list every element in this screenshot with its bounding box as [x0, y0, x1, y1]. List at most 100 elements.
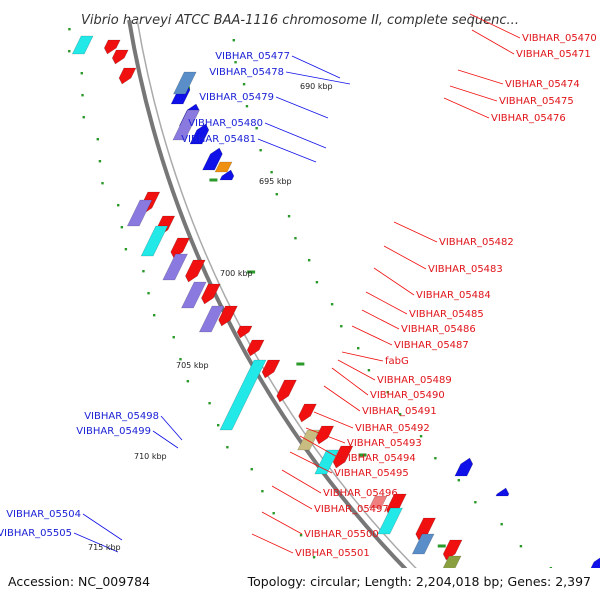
forward-cds-arrow[interactable]: [199, 283, 221, 305]
forward-cds-arrow[interactable]: [109, 49, 129, 65]
gene-label[interactable]: VIBHAR_05498: [84, 411, 159, 422]
feature-box[interactable]: [368, 495, 388, 509]
gene-label[interactable]: VIBHAR_05474: [505, 79, 580, 90]
gc-mark: [367, 369, 371, 372]
gene-label[interactable]: VIBHAR_05492: [355, 423, 430, 434]
reverse-feature-box[interactable]: [172, 109, 200, 141]
gene-label[interactable]: VIBHAR_05487: [394, 340, 469, 351]
forward-cds-arrow[interactable]: [216, 305, 238, 327]
gene-label[interactable]: VIBHAR_05500: [304, 529, 379, 540]
leader-line: [299, 435, 340, 459]
forward-cds-arrow[interactable]: [116, 67, 137, 85]
gc-mark: [386, 391, 389, 394]
gene-label[interactable]: fabG: [385, 356, 409, 367]
gene-label[interactable]: VIBHAR_05480: [188, 118, 263, 129]
feature-box[interactable]: [377, 507, 403, 535]
gene-label[interactable]: VIBHAR_05494: [341, 453, 416, 464]
tick-label: 700 kbp: [220, 269, 253, 278]
gc-mark: [124, 248, 128, 251]
leader-line: [285, 71, 351, 85]
feature-box[interactable]: [411, 533, 435, 555]
gene-label[interactable]: VIBHAR_05477: [215, 51, 290, 62]
reverse-cds-arrow[interactable]: [189, 123, 212, 145]
gene-label[interactable]: VIBHAR_05470: [522, 33, 597, 44]
gene-label[interactable]: VIBHAR_05489: [377, 375, 452, 386]
tick-mark: [358, 453, 367, 457]
gc-mark: [82, 116, 85, 119]
gene-label[interactable]: VIBHAR_05485: [409, 309, 484, 320]
gc-mark: [68, 50, 71, 53]
tick-label: 695 kbp: [259, 177, 292, 186]
forward-cds-arrow[interactable]: [234, 325, 253, 339]
gene-label[interactable]: VIBHAR_05490: [370, 390, 445, 401]
reverse-strand-gene-labels: VIBHAR_05477 VIBHAR_05478 VIBHAR_05479 V…: [0, 51, 290, 539]
gene-label[interactable]: VIBHAR_05483: [428, 264, 503, 275]
footer-band: [0, 568, 600, 600]
gc-mark: [272, 512, 275, 515]
gene-label[interactable]: VIBHAR_05495: [334, 468, 409, 479]
gene-label[interactable]: VIBHAR_05497: [314, 504, 389, 515]
gc-mark: [255, 127, 258, 130]
reverse-cds-arrow[interactable]: [219, 169, 237, 181]
gene-label[interactable]: VIBHAR_05504: [6, 509, 81, 520]
gc-mark: [275, 193, 278, 196]
gene-label[interactable]: VIBHAR_05496: [323, 488, 398, 499]
feature-box[interactable]: [126, 199, 153, 227]
gene-label[interactable]: VIBHAR_05499: [76, 426, 151, 437]
reverse-cds-arrow[interactable]: [454, 457, 476, 477]
feature-box[interactable]: [140, 225, 169, 257]
tick-label: 705 kbp: [176, 361, 209, 370]
forward-cds-arrow[interactable]: [296, 403, 317, 423]
feature-box[interactable]: [181, 281, 207, 309]
gene-label[interactable]: VIBHAR_05475: [499, 96, 574, 107]
feature-box[interactable]: [198, 305, 225, 333]
gene-label[interactable]: VIBHAR_05493: [347, 438, 422, 449]
leader-line: [393, 221, 438, 243]
forward-cds-arrow[interactable]: [101, 39, 121, 55]
gene-label[interactable]: VIBHAR_05481: [181, 134, 256, 145]
forward-cds-arrow[interactable]: [259, 359, 281, 379]
gene-label[interactable]: VIBHAR_05505: [0, 528, 72, 539]
leader-line: [275, 96, 329, 119]
forward-cds-arrow[interactable]: [274, 379, 297, 403]
leader-line: [331, 367, 369, 396]
gc-content-track: [68, 28, 553, 570]
feature-box[interactable]: [219, 359, 267, 431]
label-leader-lines: [73, 13, 521, 554]
gc-mark: [68, 28, 71, 31]
gc-mark: [101, 182, 104, 185]
gc-mark: [120, 226, 124, 229]
leader-line: [313, 411, 354, 429]
gc-mark: [474, 501, 477, 504]
gc-mark: [261, 490, 264, 493]
gene-label[interactable]: VIBHAR_05482: [439, 237, 514, 248]
reverse-feature-box[interactable]: [214, 161, 233, 173]
forward-cds-arrow[interactable]: [182, 259, 206, 283]
leader-line: [305, 427, 346, 444]
reverse-cds-arrow[interactable]: [202, 147, 226, 171]
gene-label[interactable]: VIBHAR_05471: [516, 49, 591, 60]
leader-line: [289, 451, 333, 474]
leader-line: [365, 291, 408, 315]
gene-label[interactable]: VIBHAR_05501: [295, 548, 370, 559]
gene-label[interactable]: VIBHAR_05486: [401, 324, 476, 335]
forward-cds-arrow[interactable]: [244, 339, 265, 357]
gc-mark: [81, 94, 84, 97]
tick-labels: 690 kbp 695 kbp 700 kbp 705 kbp 710 kbp …: [88, 82, 333, 552]
gc-mark: [245, 105, 249, 108]
forward-cds-arrow[interactable]: [330, 445, 354, 469]
reverse-feature-box[interactable]: [173, 71, 197, 95]
feature-box[interactable]: [297, 429, 320, 451]
gene-label[interactable]: VIBHAR_05479: [199, 92, 274, 103]
feature-box[interactable]: [71, 35, 94, 55]
gene-label[interactable]: VIBHAR_05484: [416, 290, 491, 301]
feature-box[interactable]: [162, 253, 188, 281]
gene-label[interactable]: VIBHAR_05476: [491, 113, 566, 124]
gene-label[interactable]: VIBHAR_05478: [209, 67, 284, 78]
gene-label[interactable]: VIBHAR_05491: [362, 406, 437, 417]
leader-line: [341, 351, 384, 362]
leader-line: [449, 85, 498, 102]
reverse-cds-arrow[interactable]: [495, 487, 512, 497]
